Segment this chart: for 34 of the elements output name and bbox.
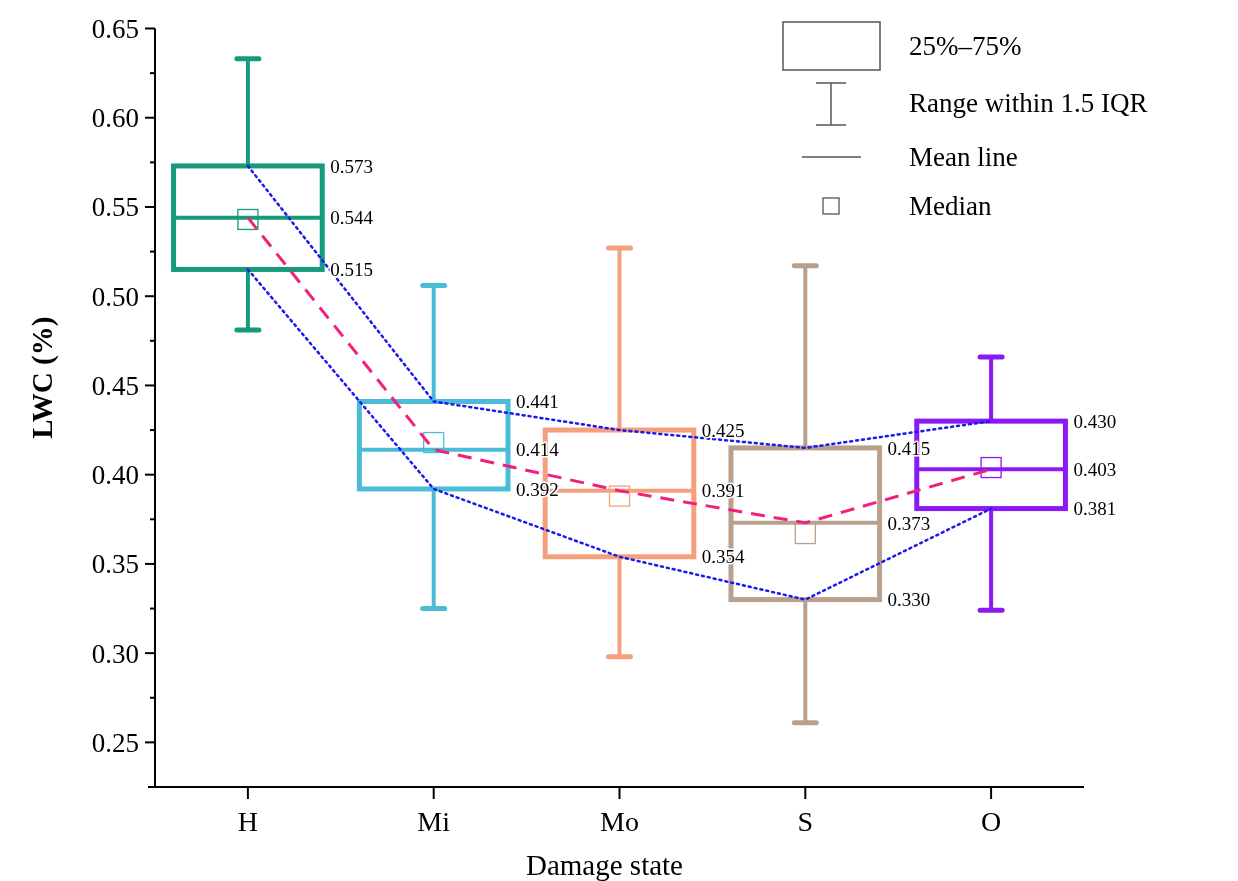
annotation: 0.330 xyxy=(887,589,931,611)
annotation: 25%–75% xyxy=(909,31,1022,62)
y-tick-label: 0.40 xyxy=(91,460,139,491)
annotation: 0.392 xyxy=(516,478,559,500)
annotation: 0.544 xyxy=(330,207,374,229)
annotation: Range within 1.5 IQR xyxy=(909,88,1148,119)
annotation: 0.425 xyxy=(701,419,745,441)
y-tick-label: 0.65 xyxy=(91,13,139,44)
annotation: 0.403 xyxy=(1073,458,1117,480)
annotation: 0.573 xyxy=(330,155,373,177)
annotation: 0.381 xyxy=(1073,498,1117,520)
y-tick-label: 0.60 xyxy=(91,103,139,134)
y-axis-title: LWC (%) xyxy=(26,316,59,439)
x-tick-label: O xyxy=(980,806,1002,837)
annotation: 0.373 xyxy=(887,512,931,534)
annotation: 0.414 xyxy=(516,439,560,461)
y-tick-label: 0.55 xyxy=(91,192,139,223)
y-tick-label: 0.50 xyxy=(91,281,139,312)
x-tick-label: S xyxy=(797,806,814,837)
x-tick-label: Mo xyxy=(600,806,639,837)
annotation: 0.515 xyxy=(330,259,373,281)
x-tick-label: H xyxy=(237,806,259,837)
x-axis-title: Damage state xyxy=(525,849,684,881)
y-tick-label: 0.35 xyxy=(91,549,139,580)
annotation: 0.430 xyxy=(1073,410,1117,432)
annotation: 0.354 xyxy=(701,546,746,568)
annotation: 0.391 xyxy=(701,480,745,502)
y-tick-label: 0.45 xyxy=(91,370,139,401)
y-tick-label: 0.30 xyxy=(91,638,139,669)
annotation: Median xyxy=(909,191,992,222)
annotation: Mean line xyxy=(909,142,1018,173)
x-tick-label: Mi xyxy=(417,806,451,837)
annotation: 0.441 xyxy=(516,391,559,413)
y-tick-label: 0.25 xyxy=(91,727,139,758)
